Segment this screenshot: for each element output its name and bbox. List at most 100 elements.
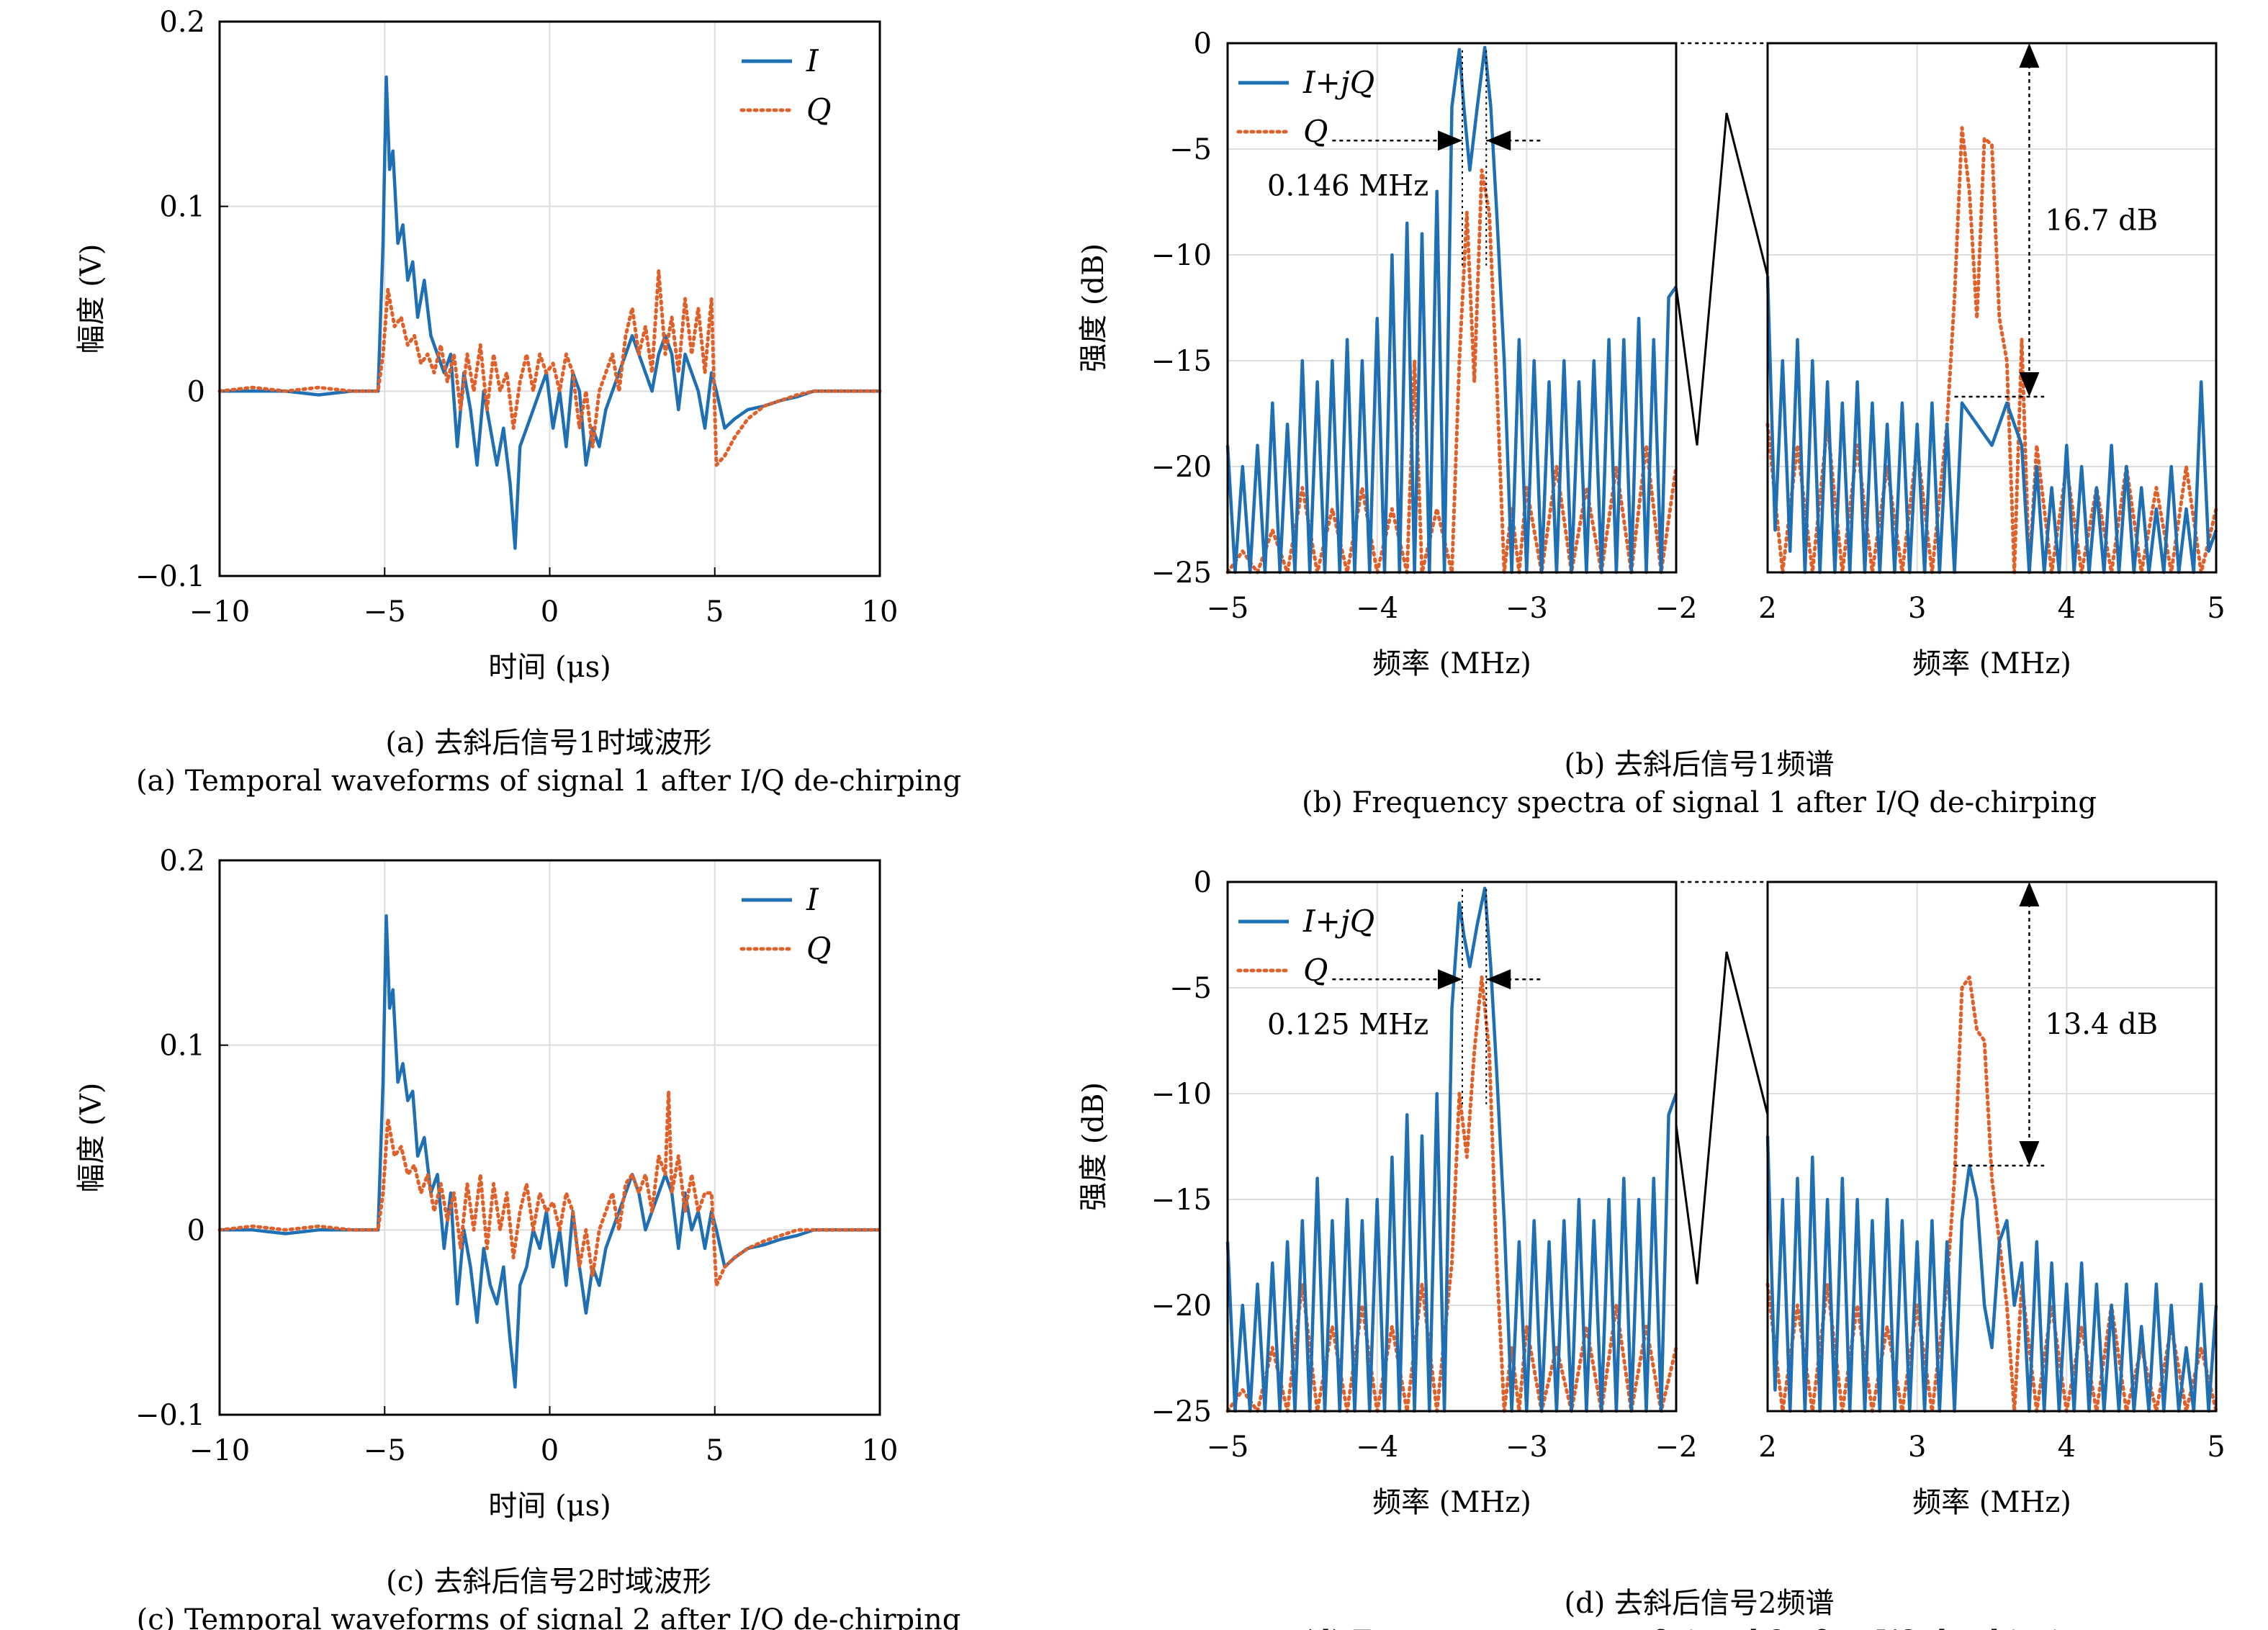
x-tick-label-right: 4 xyxy=(2058,592,2076,625)
legend-label-q: Q xyxy=(1303,114,1328,149)
chart-d: −5 −4 −3 −2 2 3 4 5 −25 −20 −15 −10 −5 0 I+jQ Q 0.125 MH… xyxy=(1077,866,2226,1630)
series-ijq-line-left xyxy=(1225,45,1678,575)
y-tick-label: −10 xyxy=(1151,239,1212,272)
y-tick-label: −25 xyxy=(1151,1395,1212,1428)
x-tick-label: 10 xyxy=(862,595,899,629)
y-tick-label: −20 xyxy=(1151,1289,1212,1323)
bandwidth-label: 0.125 MHz xyxy=(1267,1009,1428,1042)
y-tick-label: −20 xyxy=(1151,451,1212,484)
x-tick-label: 5 xyxy=(706,1434,724,1467)
y-tick-label: 0 xyxy=(187,375,205,408)
y-tick-label: −15 xyxy=(1151,1184,1212,1217)
axis-break-line xyxy=(1675,112,1769,446)
y-tick-label: −25 xyxy=(1151,557,1212,590)
legend-label-q: Q xyxy=(806,92,831,127)
y-tick-label: 0 xyxy=(187,1214,205,1247)
caption-en: (b) Frequency spectra of signal 1 after … xyxy=(1302,786,2097,819)
x-tick-label: 10 xyxy=(862,1434,899,1467)
x-tick-label-right: 3 xyxy=(1908,1431,1926,1464)
suppression-arrow-down xyxy=(2019,372,2040,397)
suppression-label: 16.7 dB xyxy=(2045,204,2158,237)
plot-area-right xyxy=(1768,43,2216,572)
x-tick-label-left: −2 xyxy=(1655,592,1698,625)
x-tick-label-right: 3 xyxy=(1908,592,1926,625)
y-tick-label: 0.1 xyxy=(159,191,205,224)
series-q-line xyxy=(217,1089,882,1287)
x-tick-label: 0 xyxy=(541,595,559,629)
x-tick-label: 0 xyxy=(541,1434,559,1467)
plot-area-right xyxy=(1768,882,2216,1411)
y-tick-label: −5 xyxy=(1169,972,1212,1005)
x-axis-label-left: 频率 (MHz) xyxy=(1372,647,1531,680)
y-tick-label: −0.1 xyxy=(135,560,205,593)
x-tick-label: −5 xyxy=(364,1434,406,1467)
legend-label-q: Q xyxy=(1303,953,1328,988)
bandwidth-arrow-left xyxy=(1438,130,1463,151)
legend-label-i: I xyxy=(806,882,819,917)
x-axis-label: 时间 (μs) xyxy=(488,1490,611,1523)
y-axis-label: 强度 (dB) xyxy=(1077,1082,1110,1211)
chart-a: −10 −5 0 5 10 −0.1 0 0.1 0.2 IQ 时间 (μs) 幅度 (V) (a) 去… xyxy=(75,6,961,798)
bandwidth-label: 0.146 MHz xyxy=(1267,170,1428,203)
y-axis-label: 幅度 (V) xyxy=(75,1083,108,1193)
plot-frame-left xyxy=(1226,881,1678,1413)
suppression-arrow-down xyxy=(2019,1140,2040,1166)
y-tick-label: −5 xyxy=(1169,133,1212,166)
x-axis-label-right: 频率 (MHz) xyxy=(1912,1486,2071,1519)
y-tick-label: 0 xyxy=(1194,866,1212,899)
x-tick-label-left: −2 xyxy=(1655,1431,1698,1464)
chart-c: −10 −5 0 5 10 −0.1 0 0.1 0.2 IQ 时间 (μs) 幅度 (V) (c) 去… xyxy=(75,845,960,1630)
x-tick-label-right: 2 xyxy=(1758,592,1776,625)
legend-label-ijq: I+jQ xyxy=(1302,904,1374,939)
x-tick-label: −10 xyxy=(189,595,250,629)
caption-cn: (d) 去斜后信号2频谱 xyxy=(1565,1587,1835,1620)
caption-cn: (c) 去斜后信号2时域波形 xyxy=(386,1565,711,1598)
caption-en: (c) Temporal waveforms of signal 2 after… xyxy=(137,1603,961,1630)
caption-en: (d) Frequency spectra of signal 2 after … xyxy=(1302,1625,2097,1630)
y-tick-label: 0.1 xyxy=(159,1030,205,1063)
x-axis-label: 时间 (μs) xyxy=(488,651,611,684)
x-tick-label-left: −3 xyxy=(1506,592,1548,625)
y-axis-label: 幅度 (V) xyxy=(75,244,108,354)
legend-label-ijq: I+jQ xyxy=(1302,65,1374,100)
chart-b: −5 −4 −3 −2 2 3 4 5 −25 −20 −15 −10 −5 0 I+jQ Q 0.146 MH… xyxy=(1077,27,2226,819)
plot-frame xyxy=(218,859,881,1416)
suppression-label: 13.4 dB xyxy=(2045,1008,2158,1041)
x-tick-label: −10 xyxy=(189,1434,250,1467)
x-axis-label-left: 频率 (MHz) xyxy=(1372,1486,1531,1519)
caption-en: (a) Temporal waveforms of signal 1 after… xyxy=(136,765,961,798)
x-tick-label-right: 2 xyxy=(1758,1431,1776,1464)
series-ijq-line-left xyxy=(1225,886,1678,1413)
x-tick-label-left: −5 xyxy=(1207,592,1249,625)
x-tick-label-right: 5 xyxy=(2207,1431,2225,1464)
plot-area-left xyxy=(1228,882,1676,1411)
x-tick-label-right: 5 xyxy=(2207,592,2225,625)
legend-label-i: I xyxy=(806,43,819,78)
x-tick-label: 5 xyxy=(706,595,724,629)
x-tick-label: −5 xyxy=(364,595,406,629)
y-tick-label: −10 xyxy=(1151,1078,1212,1111)
series-q-line-right xyxy=(1765,975,2218,1413)
bandwidth-arrow-left xyxy=(1438,969,1463,990)
x-tick-label-left: −4 xyxy=(1356,1431,1398,1464)
y-tick-label: 0 xyxy=(1194,27,1212,60)
caption-cn: (b) 去斜后信号1频谱 xyxy=(1565,748,1835,781)
x-tick-label-left: −4 xyxy=(1356,592,1398,625)
suppression-arrow-up xyxy=(2019,882,2040,906)
plot-frame xyxy=(218,20,881,577)
y-tick-label: −15 xyxy=(1151,345,1212,378)
x-tick-label-left: −5 xyxy=(1207,1431,1249,1464)
bandwidth-arrow-right xyxy=(1486,130,1511,151)
y-tick-label: 0.2 xyxy=(159,6,205,39)
suppression-arrow-up xyxy=(2019,43,2040,68)
x-axis-label-right: 频率 (MHz) xyxy=(1912,647,2071,680)
series-q-line xyxy=(217,269,882,467)
bandwidth-arrow-right xyxy=(1486,969,1511,990)
axis-break-line xyxy=(1675,951,1769,1284)
y-axis-label: 强度 (dB) xyxy=(1077,243,1110,372)
caption-cn: (a) 去斜后信号1时域波形 xyxy=(385,726,711,760)
x-tick-label-right: 4 xyxy=(2058,1431,2076,1464)
y-tick-label: 0.2 xyxy=(159,845,205,878)
plot-frame-left xyxy=(1226,42,1678,574)
